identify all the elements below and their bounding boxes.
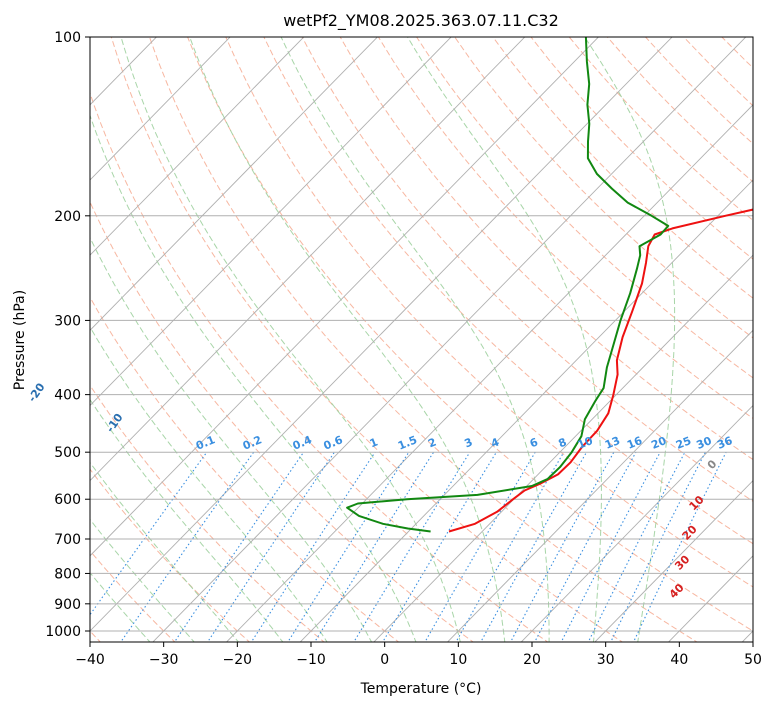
dry-adiabat-line (301, 37, 753, 502)
moist-adiabat-line (90, 114, 417, 642)
mixing-ratio-line (534, 451, 637, 642)
y-tick-label: 1000 (45, 624, 81, 640)
mixing-ratio-label: 36 (715, 434, 734, 452)
isotherm-line (520, 404, 753, 642)
mixing-ratio-label: 20 (649, 434, 668, 452)
isotherm-line (299, 179, 753, 642)
isotherm-line (90, 37, 526, 482)
dry-adiabat-line (90, 384, 325, 642)
y-axis-label: Pressure (hPa) (12, 290, 28, 390)
x-tick-label: −20 (223, 652, 253, 668)
profile-series (346, 37, 753, 533)
plot-area (90, 37, 753, 642)
moist-adiabat-line (407, 37, 602, 642)
isotherm-line (90, 37, 379, 331)
x-tick-label: 40 (670, 652, 688, 668)
mixing-ratio-label: 25 (674, 434, 693, 452)
mixing-ratio-line (610, 451, 706, 642)
mixing-ratio-label: 8 (556, 435, 568, 450)
isotherm-line (90, 37, 452, 407)
moist-adiabat-line (90, 571, 151, 642)
y-axis-ticks: 100 200 300 400 500 600 700 800 900 1000 (45, 30, 90, 640)
mixing-ratio-line (173, 451, 305, 642)
isotherm-line (90, 37, 305, 256)
moist-adiabat-line (90, 398, 284, 642)
mixing-ratio-line (120, 451, 255, 642)
mixing-ratio-line (632, 451, 727, 642)
dry-adiabat-line (454, 37, 753, 339)
dry-adiabat-line (90, 91, 549, 642)
y-tick-label: 500 (54, 445, 81, 461)
x-axis-label: Temperature (°C) (360, 681, 482, 697)
isotherm-line (594, 480, 753, 642)
mixing-ratio-line (206, 451, 335, 642)
mixing-ratio-label: 30 (695, 434, 714, 452)
moist-adiabat-line (120, 37, 461, 642)
isotherm-line (225, 104, 753, 642)
moist-adiabat-line (584, 37, 676, 642)
y-tick-label: 600 (54, 492, 81, 508)
dry-adiabat-line (90, 549, 176, 642)
mixing-ratio-line (314, 451, 435, 642)
chart-title: wetPf2_YM08.2025.363.07.11.C32 (283, 11, 559, 31)
isotherm-line (90, 37, 600, 557)
mixing-ratio-label: 16 (625, 434, 644, 452)
x-tick-label: 10 (449, 652, 467, 668)
x-tick-label: 50 (744, 652, 762, 668)
temperature-profile-line (448, 208, 753, 533)
x-tick-label: −40 (75, 652, 105, 668)
x-axis-ticks: −40 −30 −20 −10 0 10 20 30 40 50 (75, 642, 762, 668)
dry-adiabat-line (110, 37, 624, 642)
mixing-ratio-label: 10 (576, 434, 595, 452)
y-tick-label: 800 (54, 566, 81, 582)
isotherm-line (90, 37, 673, 632)
isotherm-line (90, 37, 231, 181)
mixing-ratio-line (287, 451, 410, 642)
mixing-ratio-line (480, 451, 587, 642)
mixing-ratio-line (90, 451, 208, 616)
isotherm-line (446, 329, 753, 642)
x-tick-label: 30 (597, 652, 615, 668)
mixing-ratio-label: 13 (603, 434, 622, 452)
moist-adiabat-line (90, 236, 373, 642)
y-tick-label: 400 (54, 388, 81, 404)
x-tick-label: −30 (149, 652, 179, 668)
mixing-ratio-line (510, 451, 615, 642)
mixing-ratio-label: 1 (368, 435, 380, 450)
y-tick-label: 200 (54, 209, 81, 225)
dry-adiabat-line (90, 200, 474, 642)
dewpoint-profile-line (346, 37, 670, 533)
y-tick-label: 100 (54, 30, 81, 46)
plot-frame (89, 36, 754, 643)
mixing-ratio-line (250, 451, 376, 642)
moist-adiabat-line (90, 326, 328, 642)
x-tick-label: 0 (380, 652, 389, 668)
moist-adiabat-line (280, 37, 550, 642)
moist-adiabat-line (189, 37, 506, 642)
mixing-ratio-label: 3 (462, 435, 474, 450)
dry-adiabat-line (416, 37, 753, 379)
dry-adiabat-line (149, 37, 698, 642)
y-tick-label: 700 (54, 532, 81, 548)
isotherm-line (373, 254, 753, 642)
dry-adiabat-line (339, 37, 753, 461)
y-tick-label: 300 (54, 313, 81, 329)
x-tick-label: 20 (523, 652, 541, 668)
background-lines (90, 37, 753, 642)
mixing-ratio-label: 2 (426, 435, 438, 450)
isotherm-line (152, 37, 747, 642)
y-tick-label: 900 (54, 597, 81, 613)
x-tick-label: −10 (296, 652, 326, 668)
mixing-ratio-line (353, 451, 471, 642)
